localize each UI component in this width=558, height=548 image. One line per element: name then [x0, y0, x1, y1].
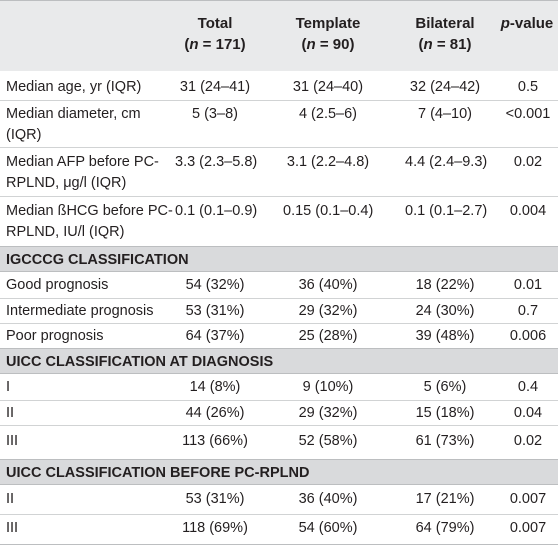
section-title: UICC CLASSIFICATION AT DIAGNOSIS [6, 354, 274, 370]
cell-pvalue: 0.02 [513, 154, 543, 170]
row-label: II [6, 405, 15, 421]
cell-pvalue: 0.7 [517, 303, 539, 319]
cell-bilateral: 61 (73%) [415, 433, 475, 449]
row-label: Median age, yr (IQR) [6, 79, 142, 95]
cell-bilateral: 24 (30%) [415, 303, 475, 319]
header-total-title: Total [197, 15, 233, 32]
cell-total: 113 (66%) [182, 433, 248, 449]
cell-pvalue: 0.5 [517, 79, 539, 95]
cell-bilateral: 4.4 (2.4–9.3) [405, 154, 488, 170]
cell-template: 29 (32%) [298, 303, 358, 319]
cell-bilateral: 18 (22%) [415, 277, 475, 293]
cell-bilateral: 7 (4–10) [417, 106, 472, 122]
table-row: I 14 (8%) 9 (10%) 5 (6%) 0.4 [0, 374, 558, 401]
cell-total: 53 (31%) [185, 491, 245, 507]
cell-total: 31 (24–41) [179, 79, 251, 95]
row-label: II [6, 491, 15, 507]
cell-pvalue: 0.007 [509, 520, 547, 536]
table-row: Median ßHCG before PC-RPLND, IU/l (IQR) … [0, 197, 558, 247]
row-label: Median AFP before PC-RPLND, μg/l (IQR) [6, 154, 159, 191]
cell-template: 25 (28%) [298, 328, 358, 344]
header-template-title: Template [295, 15, 361, 32]
cell-total: 3.3 (2.3–5.8) [175, 154, 258, 170]
cell-template: 36 (40%) [298, 491, 358, 507]
section-title: IGCCCG CLASSIFICATION [6, 252, 189, 268]
section-header-uicc-before-pc-rplnd: UICC CLASSIFICATION BEFORE PC-RPLND [0, 459, 558, 485]
cell-bilateral: 64 (79%) [415, 520, 475, 536]
row-label: I [6, 379, 11, 395]
row-label: Intermediate prognosis [6, 303, 154, 319]
header-bilateral-n: (n = 81) [418, 36, 472, 53]
row-label: III [6, 433, 19, 449]
cell-template: 9 (10%) [302, 379, 354, 395]
table-header: Total (n = 171) Template (n = 90) Bilate… [0, 0, 558, 71]
header-bilateral-title: Bilateral [415, 15, 475, 32]
cell-total: 64 (37%) [185, 328, 245, 344]
cell-pvalue: 0.01 [513, 277, 543, 293]
cell-total: 118 (69%) [182, 520, 248, 536]
row-label: Good prognosis [6, 277, 109, 293]
cell-total: 54 (32%) [185, 277, 245, 293]
table-row: Median age, yr (IQR) 31 (24–41) 31 (24–4… [0, 70, 558, 101]
table-row: II 44 (26%) 29 (32%) 15 (18%) 0.04 [0, 401, 558, 426]
cell-total: 14 (8%) [189, 379, 241, 395]
cell-template: 52 (58%) [298, 433, 358, 449]
cell-template: 29 (32%) [298, 405, 358, 421]
cell-total: 5 (3–8) [192, 106, 238, 122]
cell-pvalue: 0.4 [517, 379, 539, 395]
cell-template: 0.15 (0.1–0.4) [283, 203, 374, 219]
row-label: III [6, 520, 19, 536]
table-row: III 113 (66%) 52 (58%) 61 (73%) 0.02 [0, 426, 558, 460]
table-row: Median diameter, cm (IQR) 5 (3–8) 4 (2.5… [0, 101, 558, 148]
header-template: Template (n = 90) [283, 13, 373, 55]
cell-pvalue: 0.02 [513, 433, 543, 449]
row-label: Poor prognosis [6, 328, 104, 344]
row-label: Median diameter, cm (IQR) [6, 106, 141, 143]
header-template-n: (n = 90) [301, 36, 355, 53]
section-header-igcccg: IGCCCG CLASSIFICATION [0, 246, 558, 272]
cell-bilateral: 0.1 (0.1–2.7) [405, 203, 488, 219]
cell-bilateral: 39 (48%) [415, 328, 475, 344]
table-row: Median AFP before PC-RPLND, μg/l (IQR) 3… [0, 148, 558, 197]
row-label: Median ßHCG before PC-RPLND, IU/l (IQR) [6, 203, 173, 240]
cell-pvalue: 0.04 [513, 405, 543, 421]
header-pvalue: p-value [500, 15, 554, 32]
cell-template: 31 (24–40) [292, 79, 364, 95]
cell-template: 54 (60%) [298, 520, 358, 536]
cell-pvalue: 0.006 [509, 328, 547, 344]
header-bilateral: Bilateral (n = 81) [405, 13, 485, 55]
cell-total: 53 (31%) [185, 303, 245, 319]
cell-bilateral: 32 (24–42) [409, 79, 481, 95]
table-row: Good prognosis 54 (32%) 36 (40%) 18 (22%… [0, 272, 558, 299]
cell-pvalue: 0.004 [509, 203, 547, 219]
section-header-uicc-diagnosis: UICC CLASSIFICATION AT DIAGNOSIS [0, 348, 558, 374]
table-row: Poor prognosis 64 (37%) 25 (28%) 39 (48%… [0, 324, 558, 349]
table-row: II 53 (31%) 36 (40%) 17 (21%) 0.007 [0, 485, 558, 515]
header-total-n: (n = 171) [184, 36, 246, 53]
section-title: UICC CLASSIFICATION BEFORE PC-RPLND [6, 465, 310, 481]
cell-bilateral: 15 (18%) [415, 405, 475, 421]
cell-template: 36 (40%) [298, 277, 358, 293]
cell-bilateral: 17 (21%) [415, 491, 475, 507]
cell-template: 3.1 (2.2–4.8) [286, 154, 370, 170]
cell-bilateral: 5 (6%) [423, 379, 467, 395]
cell-total: 0.1 (0.1–0.9) [175, 203, 258, 219]
table-row: Intermediate prognosis 53 (31%) 29 (32%)… [0, 299, 558, 324]
cell-pvalue: <0.001 [505, 106, 551, 122]
table-row: III 118 (69%) 54 (60%) 64 (79%) 0.007 [0, 515, 558, 545]
cell-template: 4 (2.5–6) [298, 106, 358, 122]
cell-pvalue: 0.007 [509, 491, 547, 507]
header-total: Total (n = 171) [175, 13, 255, 55]
cell-total: 44 (26%) [185, 405, 245, 421]
